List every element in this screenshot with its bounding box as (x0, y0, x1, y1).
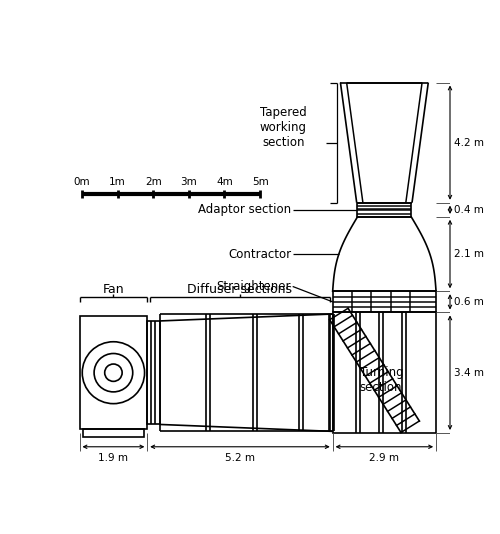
Bar (358, 203, 411, 217)
Text: 4m: 4m (216, 177, 233, 187)
Text: 3m: 3m (180, 177, 197, 187)
Text: 2m: 2m (145, 177, 162, 187)
Bar (82, 429, 144, 437)
Text: Adaptor section: Adaptor section (198, 203, 291, 216)
Text: 5.2 m: 5.2 m (225, 453, 255, 463)
Text: Diffuser sections: Diffuser sections (188, 282, 292, 295)
Text: 0.4 m: 0.4 m (454, 205, 484, 215)
Text: 0.6 m: 0.6 m (454, 297, 484, 307)
Bar (332, 312, 436, 433)
Text: 5m: 5m (252, 177, 268, 187)
Text: 1m: 1m (109, 177, 126, 187)
Text: 0m: 0m (74, 177, 90, 187)
Text: Tapered
working
section: Tapered working section (260, 106, 307, 149)
Bar (148, 321, 160, 425)
Text: 1.9 m: 1.9 m (98, 453, 128, 463)
Text: Turning
section: Turning section (360, 366, 404, 395)
Text: 3.4 m: 3.4 m (454, 368, 484, 378)
Text: Straightener: Straightener (216, 280, 291, 293)
Text: 4.2 m: 4.2 m (454, 138, 484, 147)
Bar (80, 316, 148, 429)
Text: 2.1 m: 2.1 m (454, 249, 484, 259)
Text: 2.9 m: 2.9 m (370, 453, 400, 463)
Text: Fan: Fan (102, 282, 124, 295)
Bar (332, 291, 436, 312)
Text: Contractor: Contractor (228, 248, 291, 261)
